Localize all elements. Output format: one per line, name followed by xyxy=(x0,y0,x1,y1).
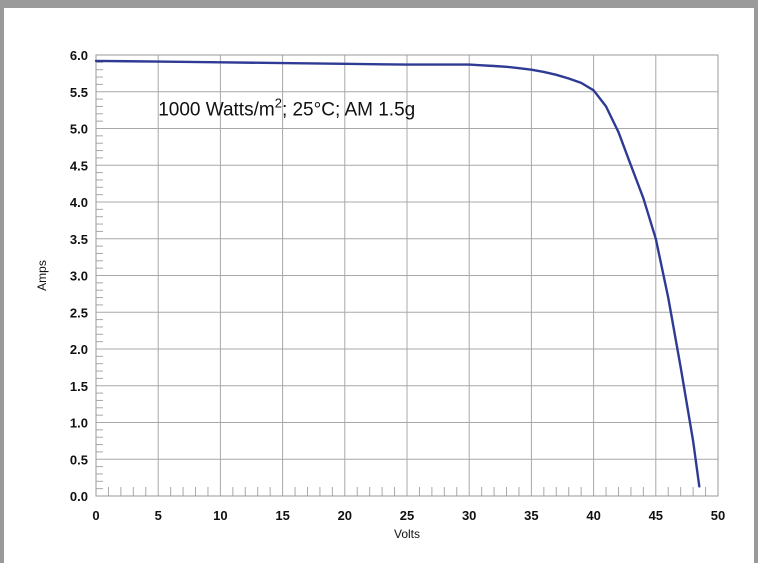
annotation-prefix: 1000 Watts/m xyxy=(158,99,275,120)
x-axis-title: Volts xyxy=(394,527,420,541)
iv-curve-line xyxy=(94,59,701,488)
y-tick-label: 0.0 xyxy=(70,489,88,504)
x-tick-label: 5 xyxy=(155,508,162,523)
x-tick-label: 25 xyxy=(400,508,414,523)
y-tick-label: 0.5 xyxy=(70,452,88,467)
x-tick-label: 30 xyxy=(462,508,476,523)
y-tick-label: 3.5 xyxy=(70,232,88,247)
y-tick-label: 4.0 xyxy=(70,195,88,210)
y-tick-label: 3.0 xyxy=(70,269,88,284)
y-tick-label: 4.5 xyxy=(70,158,88,173)
x-tick-label: 40 xyxy=(586,508,600,523)
y-tick-label: 5.0 xyxy=(70,122,88,137)
y-tick-labels: 0.0 0.5 1.0 1.5 2.0 2.5 3.0 3.5 4.0 4.5 5.0 5.5 6.0 xyxy=(70,48,88,504)
annotation-superscript: 2 xyxy=(275,95,282,110)
x-tick-label: 15 xyxy=(275,508,289,523)
conditions-annotation: 1000 Watts/m2; 25°C; AM 1.5g xyxy=(158,95,415,120)
x-tick-label: 20 xyxy=(338,508,352,523)
y-tick-label: 6.0 xyxy=(70,48,88,63)
x-tick-label: 35 xyxy=(524,508,538,523)
annotation-suffix: ; 25°C; AM 1.5g xyxy=(282,99,415,120)
series-layer xyxy=(94,59,701,488)
y-tick-label: 1.0 xyxy=(70,416,88,431)
y-tick-label: 5.5 xyxy=(70,85,88,100)
x-tick-labels: 0 5 10 15 20 25 30 35 40 45 50 xyxy=(92,508,725,523)
x-tick-label: 0 xyxy=(92,508,99,523)
x-tick-label: 45 xyxy=(649,508,663,523)
x-tick-label: 10 xyxy=(213,508,227,523)
minor-ticks xyxy=(96,61,707,496)
plot-border xyxy=(95,54,719,497)
y-tick-label: 2.0 xyxy=(70,342,88,357)
y-tick-label: 2.5 xyxy=(70,305,88,320)
y-axis-title: Amps xyxy=(35,260,49,291)
x-tick-label: 50 xyxy=(711,508,725,523)
y-tick-label: 1.5 xyxy=(70,379,88,394)
